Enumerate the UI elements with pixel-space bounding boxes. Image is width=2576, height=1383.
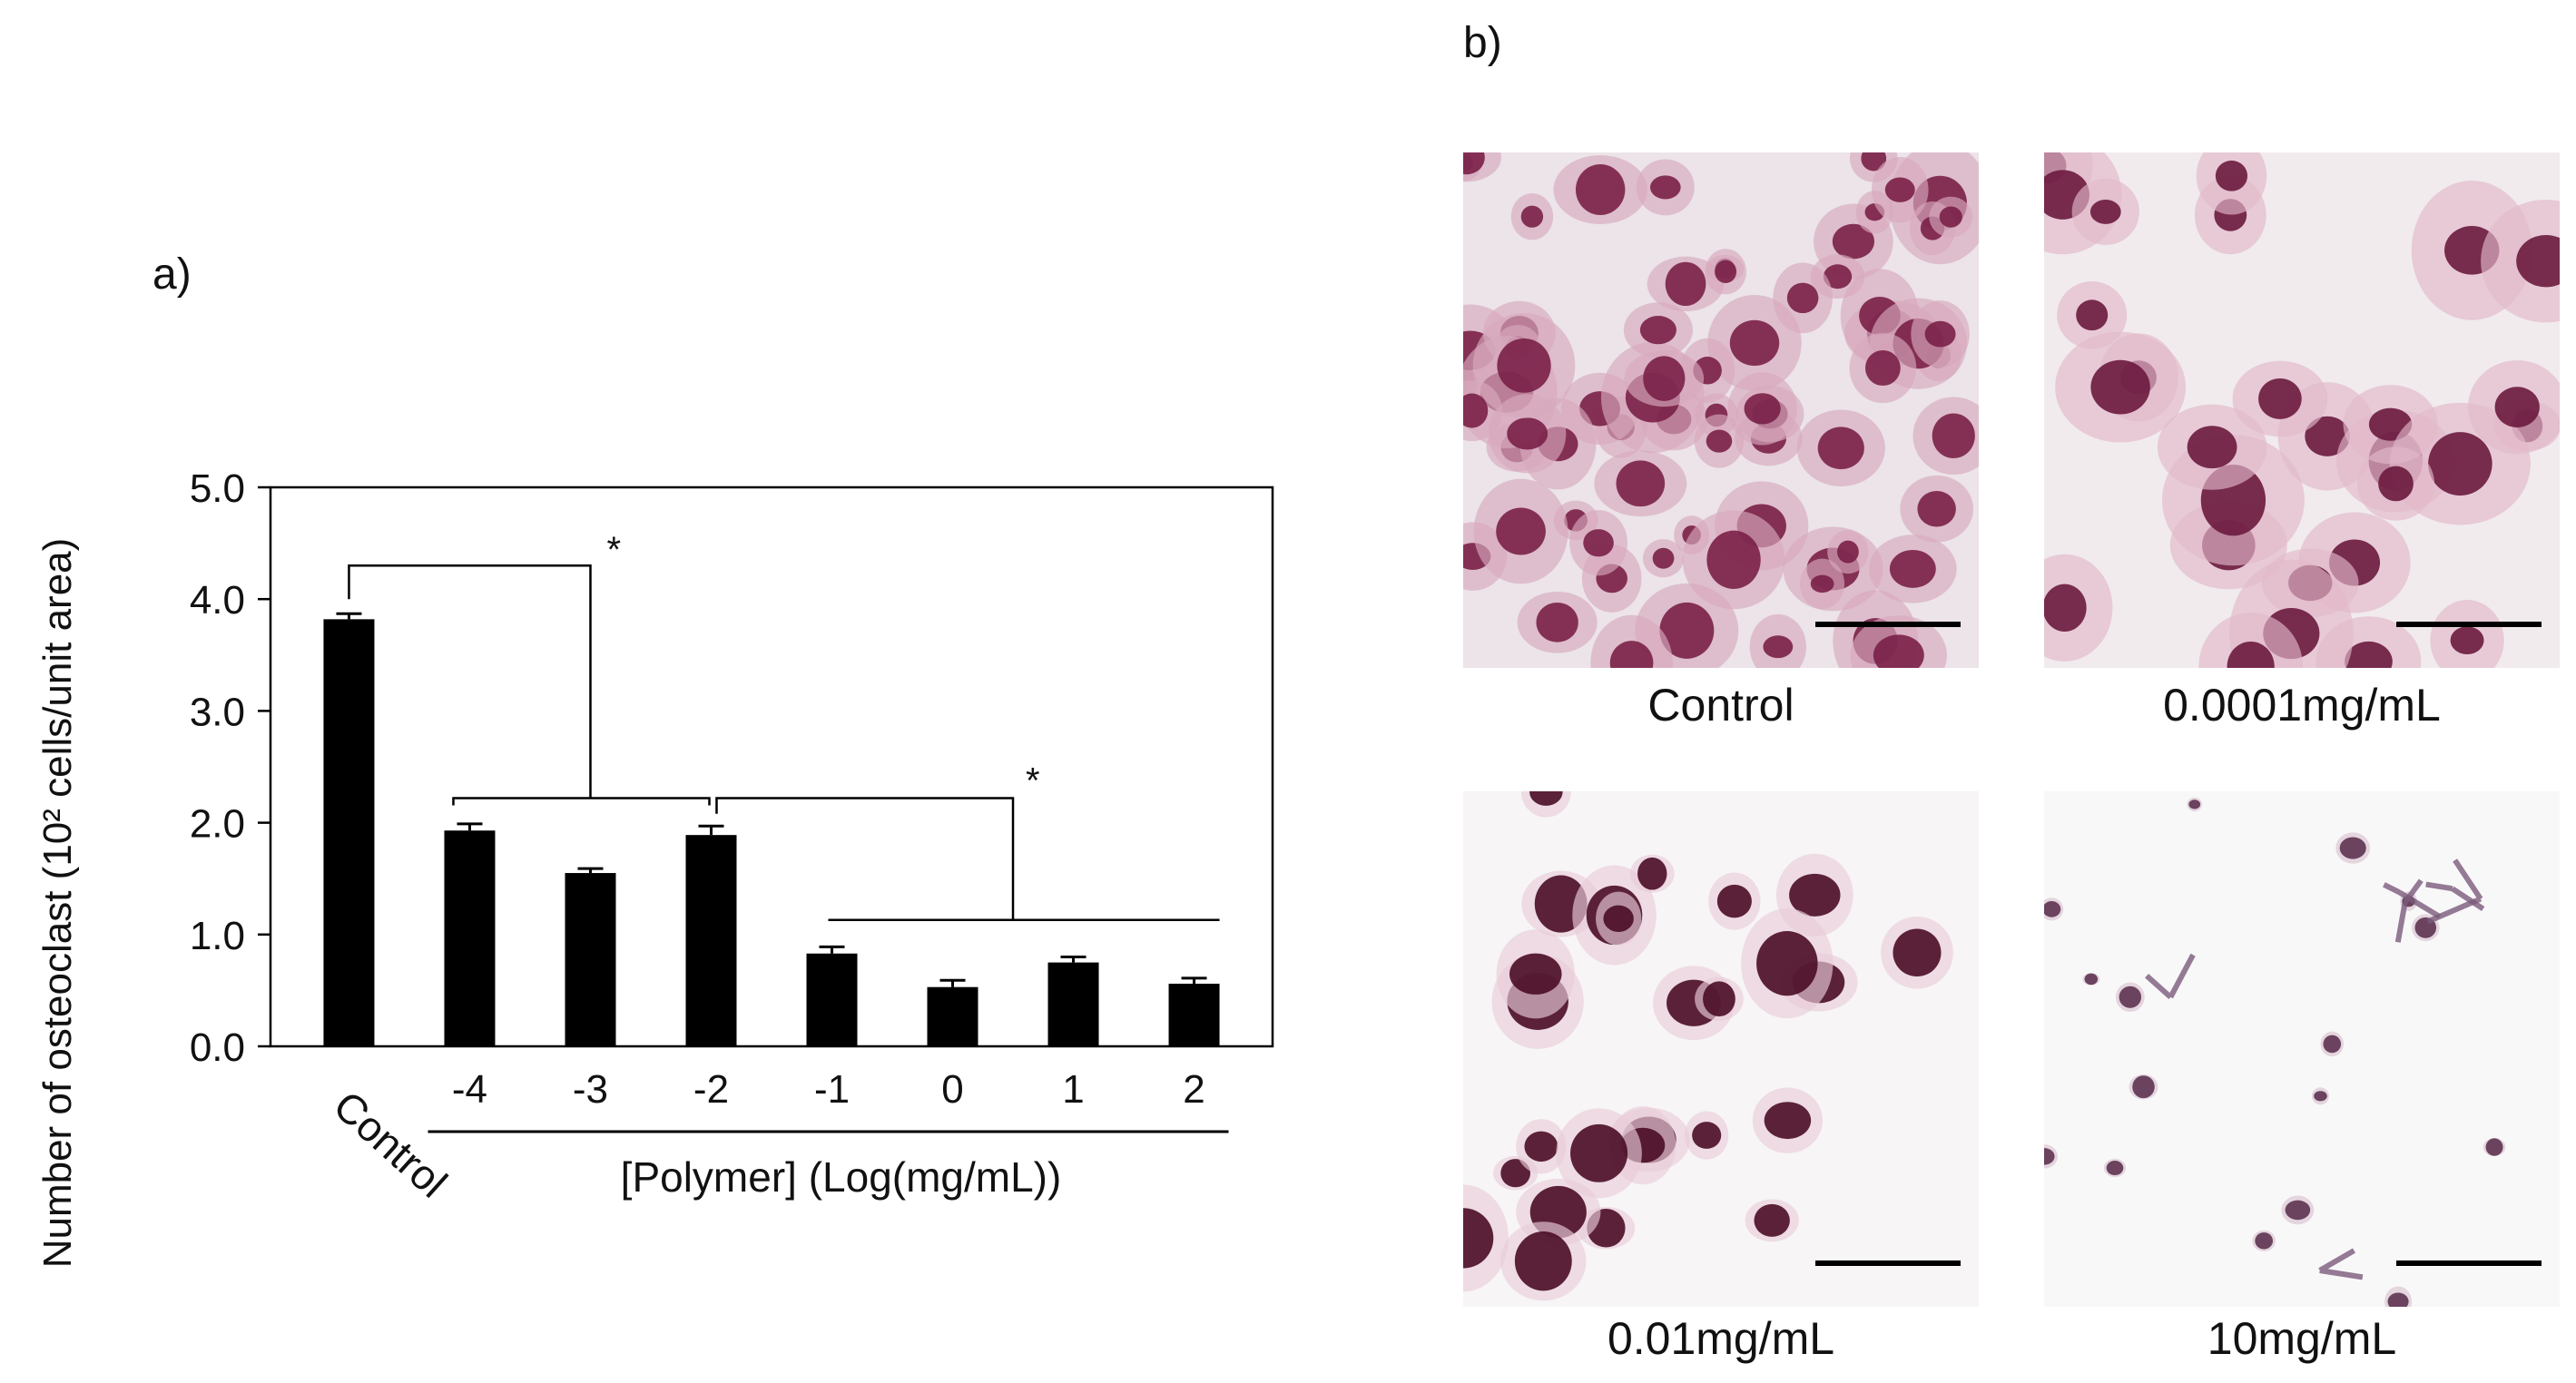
micrograph-0.01 [1463,791,1979,1307]
y-tick-label: 4.0 [190,578,245,623]
y-tick-label: 3.0 [190,690,245,734]
x-tick-label: Control [325,1082,457,1207]
micrograph-caption-control: Control [1647,680,1794,731]
significance-bracket [348,564,592,799]
x-tick-label: -1 [814,1067,850,1112]
panel-a-label: a) [152,250,192,299]
significance-star: * [606,530,621,570]
significance-star: * [1026,760,1040,800]
micrograph-caption-10: 10mg/mL [2207,1313,2397,1364]
micrograph-10 [2044,791,2560,1307]
micrograph-0.01-image [1463,791,1979,1307]
micrograph-10-image [2044,791,2560,1307]
x-tick-label: 2 [1183,1067,1204,1112]
y-tick-label: 1.0 [190,914,245,958]
bar [565,873,616,1046]
panel-b-label: b) [1463,19,1502,67]
bar [444,830,496,1046]
micrograph-control-image [1463,152,1979,668]
micrograph-caption-0.0001: 0.0001mg/mL [2163,680,2441,731]
x-tick-label: -3 [573,1067,608,1112]
micrograph-0.0001 [2044,152,2560,668]
bar [806,953,858,1046]
y-axis-label: Number of osteoclast (10² cells/unit are… [35,538,80,1269]
bar-chart: 0.0 1.0 2.0 3.0 4.0 5.0 Number of osteoclast (… [35,466,1274,1269]
bar [927,986,978,1046]
plot-frame [269,486,1274,1048]
significance-group-line [452,797,711,806]
bar [685,835,737,1046]
x-tick-label: 1 [1062,1067,1084,1112]
y-tick-label: 5.0 [190,466,245,511]
x-tick-label: -2 [693,1067,729,1112]
micrograph-caption-0.01: 0.01mg/mL [1607,1313,1835,1364]
x-axis-label: [Polymer] (Log(mg/mL)) [621,1153,1062,1201]
x-tick-label: -4 [452,1067,487,1112]
y-tick-label: 2.0 [190,802,245,847]
x-tick-label: 0 [941,1067,963,1112]
bar [323,619,375,1046]
bar [1047,962,1099,1046]
micrograph-control [1463,152,1979,668]
significance-bracket [715,797,1015,920]
y-tick-label: 0.0 [190,1025,245,1070]
bar [1168,984,1220,1046]
micrograph-0.0001-image [2044,152,2560,668]
